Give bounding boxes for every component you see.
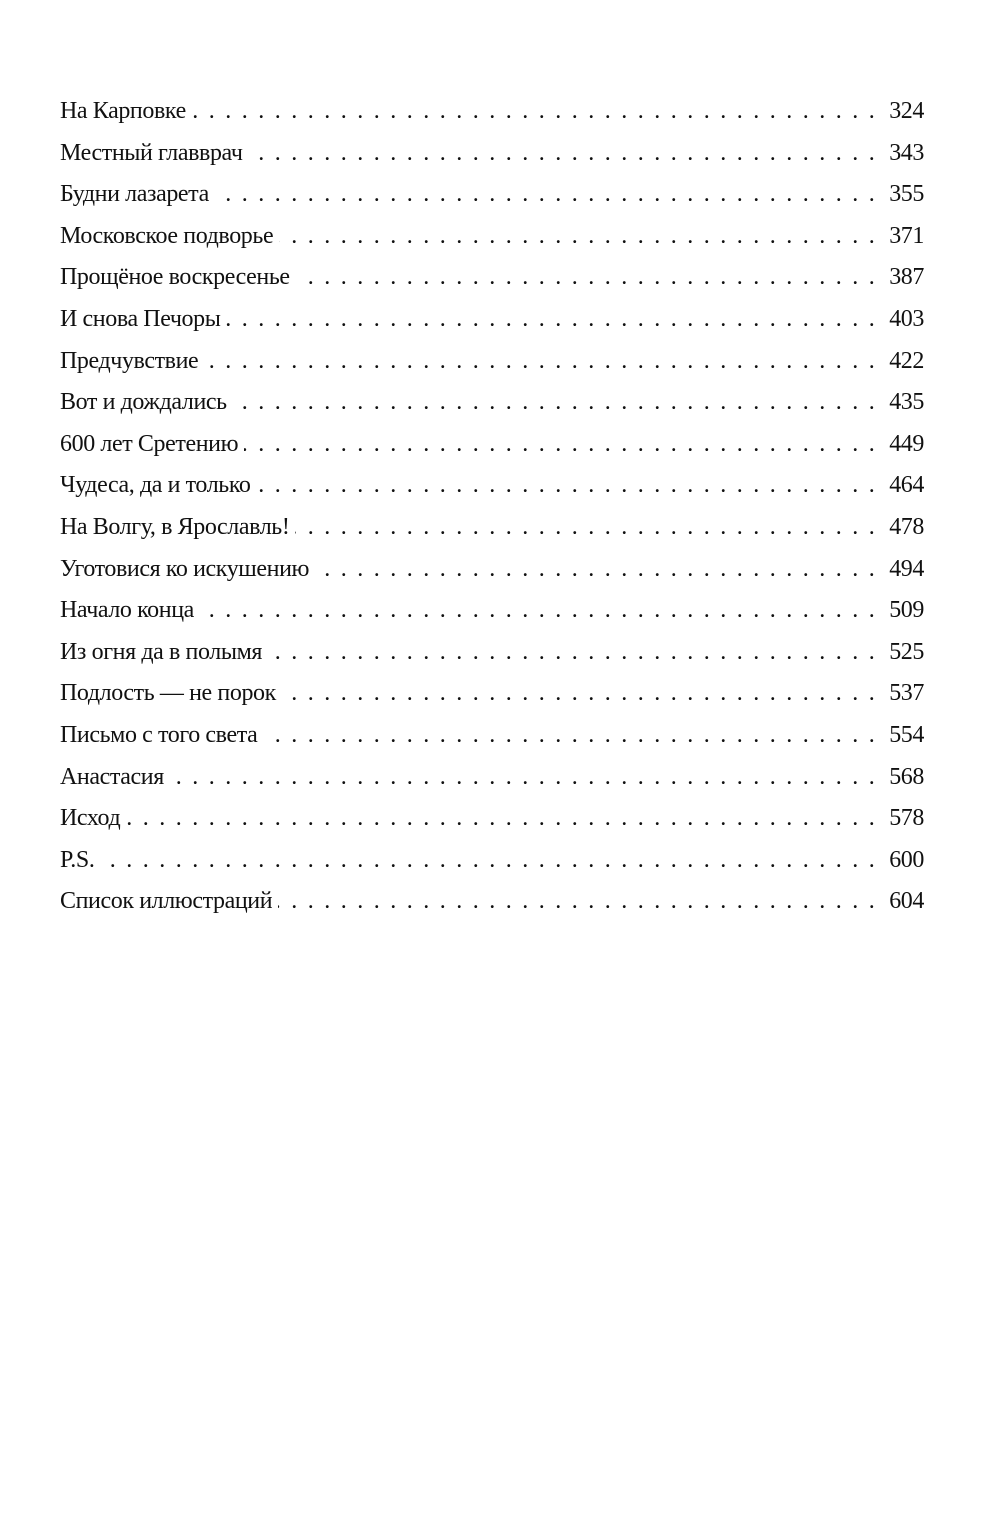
entry-title: На Волгу, в Ярославль! xyxy=(60,513,290,540)
toc-entry: На Волгу, в Ярославль!..................… xyxy=(60,514,924,556)
entry-title: Местный главврач xyxy=(60,139,243,166)
entry-title: Московское подворье xyxy=(60,222,274,249)
entry-title: Будни лазарета xyxy=(60,181,209,208)
dot-leader: ........................................… xyxy=(100,846,886,873)
entry-page-number: 435 xyxy=(889,389,924,416)
dot-leader: ........................................… xyxy=(296,264,886,291)
dot-leader: ........................................… xyxy=(244,430,886,457)
toc-entry: На Карповке.............................… xyxy=(60,98,924,140)
dot-leader: ........................................… xyxy=(214,181,886,208)
toc-entry: Письмо с того света.....................… xyxy=(60,722,924,764)
entry-page-number: 604 xyxy=(889,888,924,915)
entry-title: Исход xyxy=(60,805,121,832)
toc-entry: Чудеса, да и только.....................… xyxy=(60,472,924,514)
entry-page-number: 387 xyxy=(889,264,924,291)
entry-title: Список иллюстраций xyxy=(60,888,273,915)
dot-leader: ........................................… xyxy=(315,555,886,582)
entry-page-number: 422 xyxy=(889,347,924,374)
dot-leader: ........................................… xyxy=(268,638,886,665)
entry-title: Предчувствие xyxy=(60,347,199,374)
entry-page-number: 568 xyxy=(889,763,924,790)
entry-page-number: 324 xyxy=(889,98,924,124)
dot-leader: ........................................… xyxy=(170,763,886,790)
entry-page-number: 578 xyxy=(889,805,924,832)
toc-entry: Московское подворье.....................… xyxy=(60,223,924,265)
entry-page-number: 525 xyxy=(889,638,924,665)
dot-leader: ........................................… xyxy=(233,389,886,416)
toc-entry: Предчувствие............................… xyxy=(60,348,924,390)
entry-title: Подлость — не порок xyxy=(60,680,276,707)
entry-title: Уготовися ко искушению xyxy=(60,555,310,582)
toc-entry: Местный главврач........................… xyxy=(60,140,924,182)
entry-title: Вот и дождались xyxy=(60,389,227,416)
dot-leader: ........................................… xyxy=(278,888,886,915)
entry-page-number: 554 xyxy=(889,721,924,748)
toc-entry: Уготовися ко искушению..................… xyxy=(60,556,924,598)
entry-title: Из огня да в полымя xyxy=(60,638,262,665)
toc-entry: Начало конца............................… xyxy=(60,597,924,639)
entry-page-number: 371 xyxy=(889,222,924,249)
dot-leader: ........................................… xyxy=(192,98,886,124)
entry-title: И снова Печоры xyxy=(60,305,221,332)
dot-leader: ........................................… xyxy=(256,472,886,499)
entry-page-number: 355 xyxy=(889,181,924,208)
dot-leader: ........................................… xyxy=(281,680,886,707)
entry-page-number: 537 xyxy=(889,680,924,707)
entry-page-number: 478 xyxy=(889,513,924,540)
entry-title: Письмо с того света xyxy=(60,721,258,748)
toc-entry: Подлость — не порок.....................… xyxy=(60,680,924,722)
dot-leader: ........................................… xyxy=(295,513,886,540)
entry-page-number: 494 xyxy=(889,555,924,582)
toc-entry: Из огня да в полымя.....................… xyxy=(60,639,924,681)
toc-entry: 600 лет Сретению........................… xyxy=(60,431,924,473)
entry-page-number: 464 xyxy=(889,472,924,499)
dot-leader: ........................................… xyxy=(200,597,886,624)
entry-page-number: 509 xyxy=(889,597,924,624)
toc-entry: И снова Печоры..........................… xyxy=(60,306,924,348)
entry-title: 600 лет Сретению xyxy=(60,430,239,457)
toc-entry: Исход...................................… xyxy=(60,805,924,847)
entry-page-number: 343 xyxy=(889,139,924,166)
entry-page-number: 600 xyxy=(889,846,924,873)
entry-title: Анастасия xyxy=(60,763,164,790)
toc-entry: Будни лазарета..........................… xyxy=(60,181,924,223)
entry-title: Прощёное воскресенье xyxy=(60,264,290,291)
entry-title: На Карповке xyxy=(60,98,186,124)
entry-title: P.S. xyxy=(60,846,95,873)
toc-entry: Вот и дождались.........................… xyxy=(60,389,924,431)
entry-page-number: 449 xyxy=(889,430,924,457)
table-of-contents: На Карповке.............................… xyxy=(60,98,924,930)
dot-leader: ........................................… xyxy=(279,222,886,249)
dot-leader: ........................................… xyxy=(263,721,886,748)
toc-entry: Список иллюстраций......................… xyxy=(60,888,924,930)
dot-leader: ........................................… xyxy=(226,305,886,332)
dot-leader: ........................................… xyxy=(204,347,886,374)
toc-entry: P.S.....................................… xyxy=(60,847,924,889)
toc-entry: Прощёное воскресенье....................… xyxy=(60,264,924,306)
entry-page-number: 403 xyxy=(889,305,924,332)
dot-leader: ........................................… xyxy=(249,139,886,166)
entry-title: Чудеса, да и только xyxy=(60,472,251,499)
toc-entry: Анастасия...............................… xyxy=(60,764,924,806)
entry-title: Начало конца xyxy=(60,597,194,624)
dot-leader: ........................................… xyxy=(126,805,886,832)
